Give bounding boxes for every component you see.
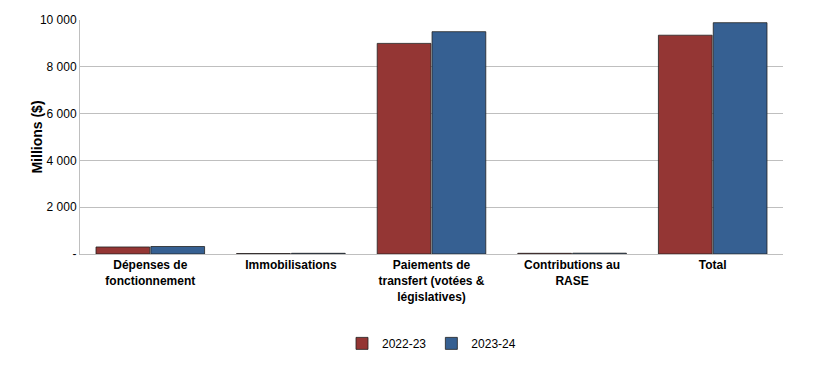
svg-text:Millions ($): Millions ($)	[29, 100, 45, 173]
svg-text:2 000: 2 000	[47, 200, 77, 214]
svg-text:6 000: 6 000	[47, 107, 77, 121]
svg-text:4 000: 4 000	[47, 154, 77, 168]
svg-text:Contributions auRASE: Contributions auRASE	[524, 258, 620, 288]
svg-text:2022-23: 2022-23	[382, 337, 426, 351]
svg-text:10 000: 10 000	[40, 13, 77, 27]
svg-text:Immobilisations: Immobilisations	[245, 258, 337, 272]
svg-text:Total: Total	[699, 258, 727, 272]
svg-text:Paiements detransfert (votées: Paiements detransfert (votées &législati…	[378, 258, 484, 303]
svg-text:Dépenses defonctionnement: Dépenses defonctionnement	[105, 258, 195, 288]
svg-text:8 000: 8 000	[47, 60, 77, 74]
svg-text:-: -	[73, 247, 77, 261]
svg-text:2023-24: 2023-24	[471, 337, 515, 351]
